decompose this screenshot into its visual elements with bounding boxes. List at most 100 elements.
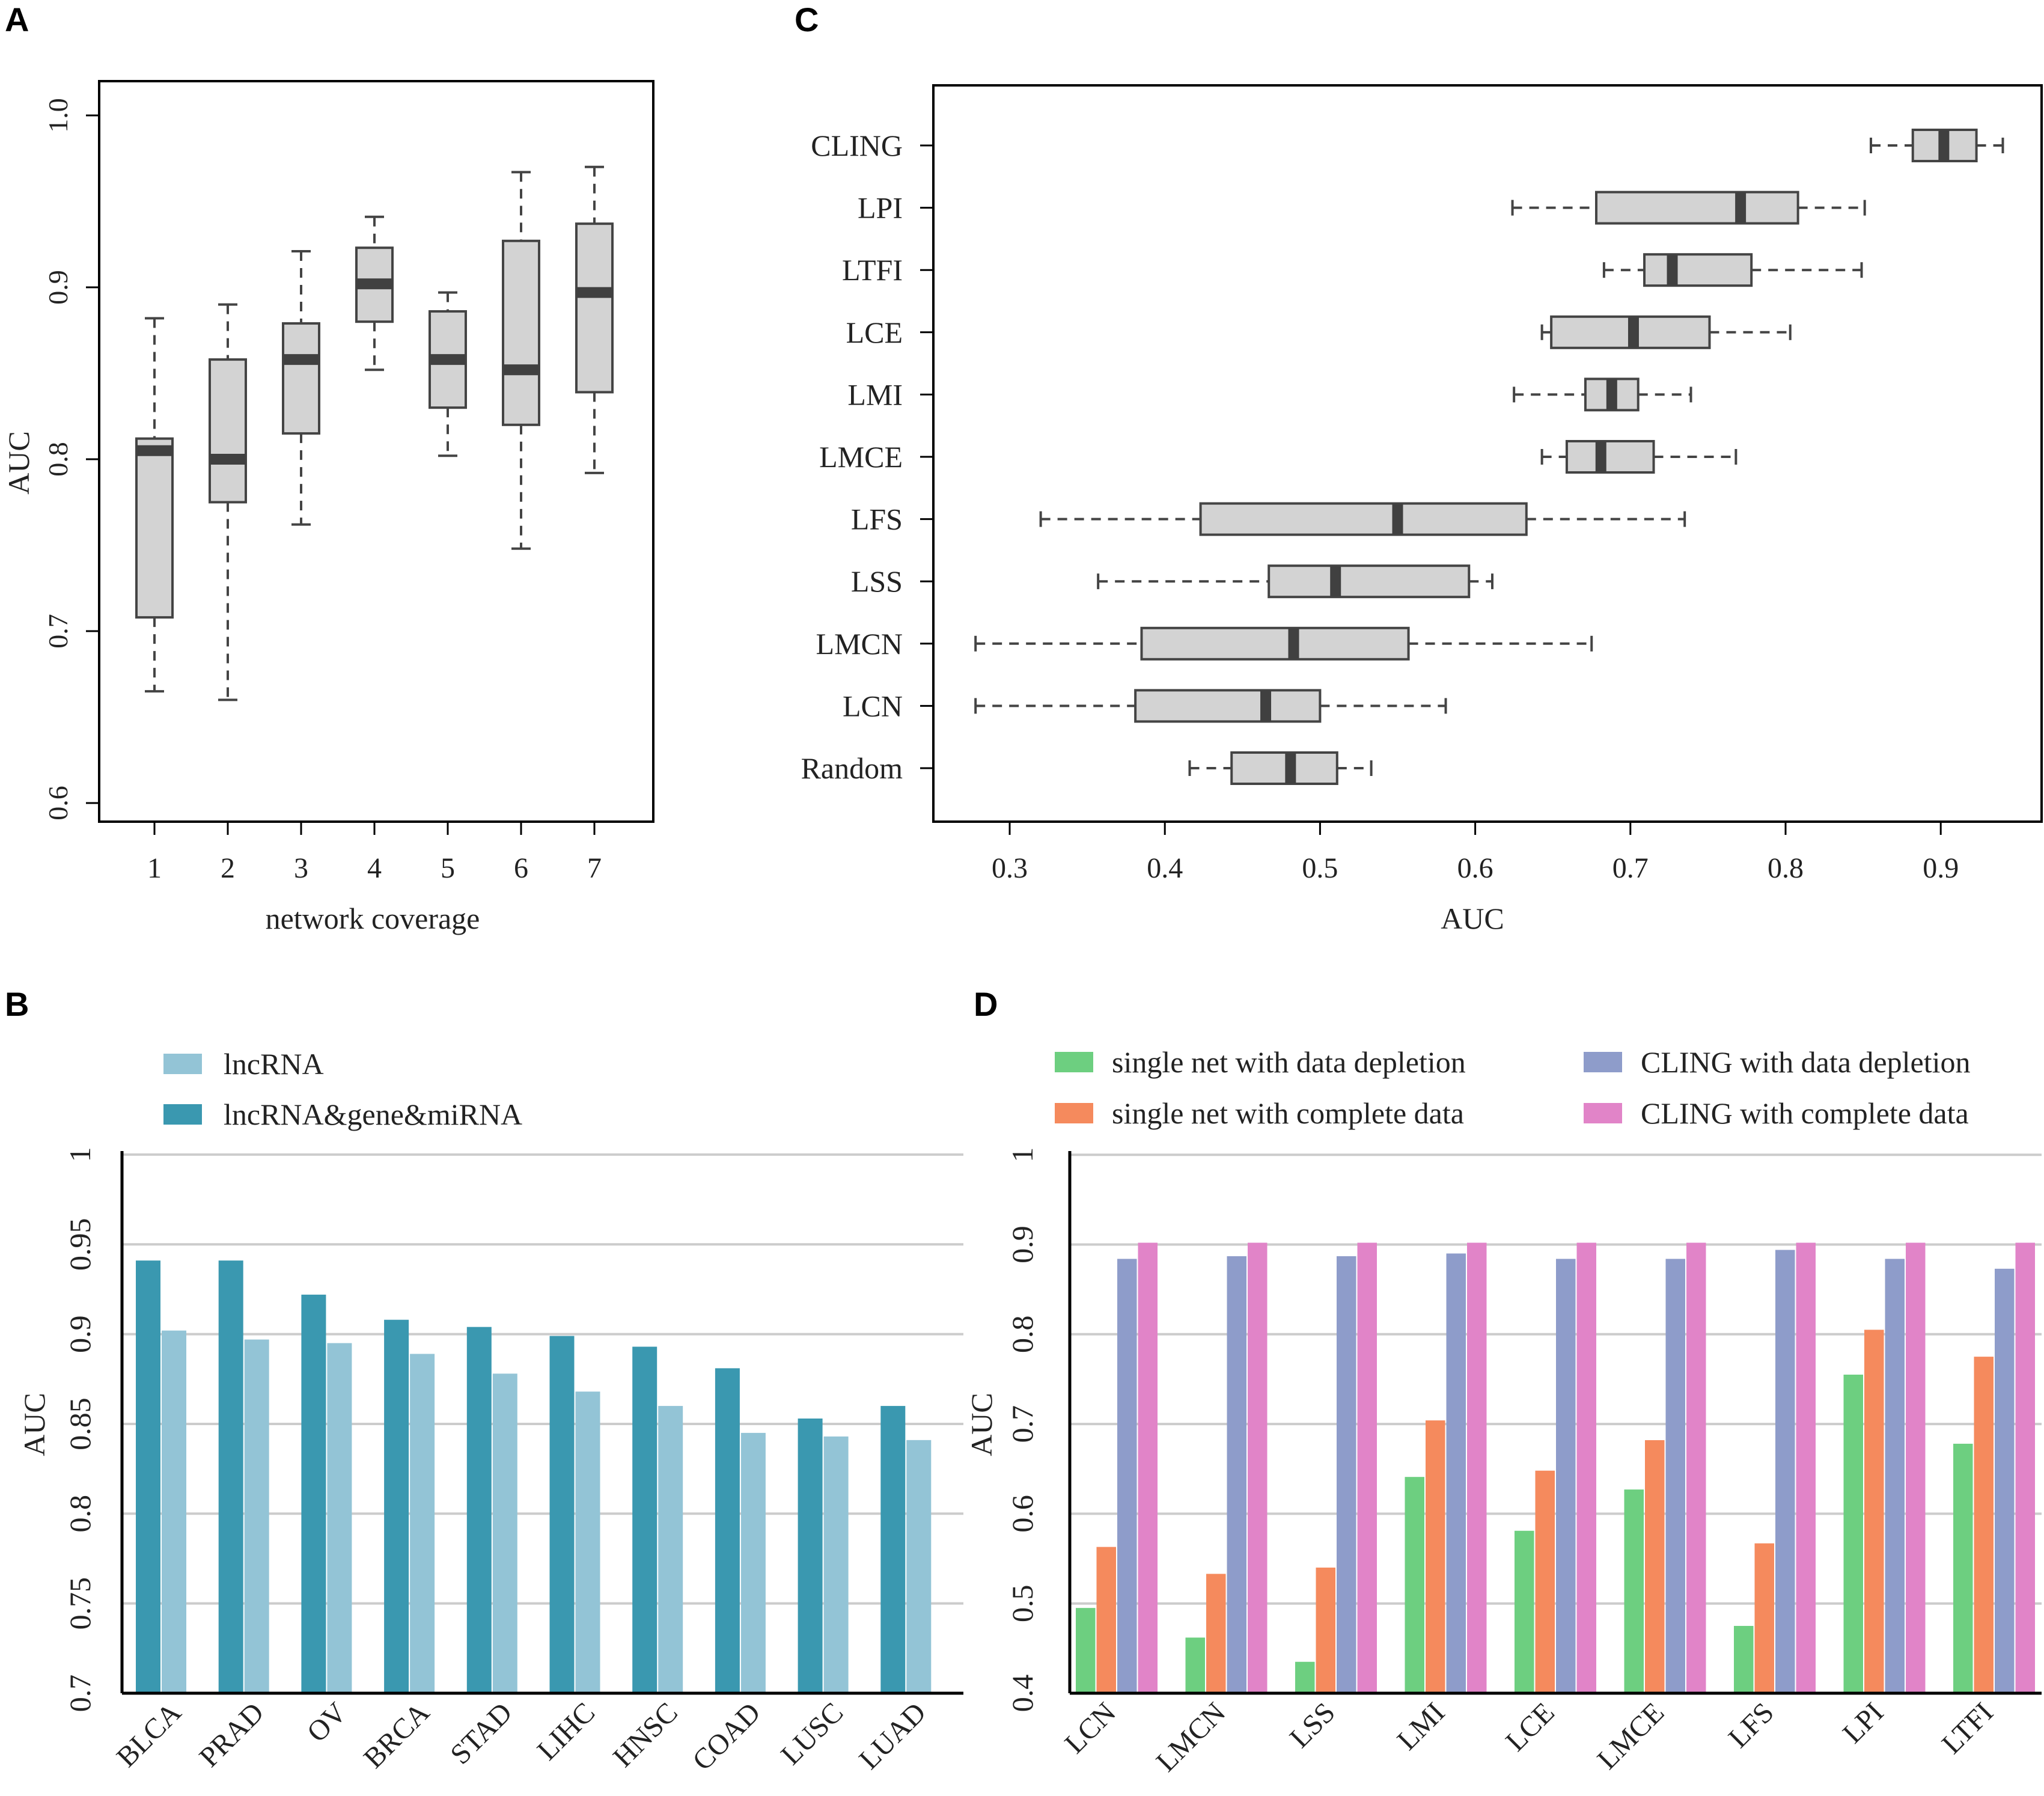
bar-cling-complete <box>1467 1242 1487 1693</box>
bar-lncRNA-gene-miRNA <box>632 1346 657 1693</box>
legend-swatch <box>163 1054 202 1074</box>
bar-single-complete <box>1535 1470 1555 1693</box>
bar-cling-depletion <box>1117 1259 1137 1693</box>
y-tick-label: 0.9 <box>43 270 73 305</box>
x-tick-label: 1 <box>147 852 162 884</box>
x-axis-label: AUC <box>1441 902 1504 935</box>
bar-lncRNA <box>658 1406 683 1693</box>
bar-lncRNA-gene-miRNA <box>301 1294 326 1693</box>
y-tick-label: 1 <box>1005 1147 1039 1162</box>
bar-cling-depletion <box>1775 1250 1795 1693</box>
bar-cling-complete <box>2015 1242 2035 1693</box>
box-iqr <box>209 358 247 504</box>
plot-frame <box>932 84 2043 823</box>
bar-cling-complete <box>1357 1242 1377 1693</box>
legend-label: single net with data depletion <box>1112 1045 1466 1079</box>
bar-cling-complete <box>1796 1242 1816 1693</box>
legend-label: CLING with data depletion <box>1641 1045 1971 1079</box>
bar-lncRNA <box>575 1391 600 1693</box>
x-tick-label: 2 <box>221 852 235 884</box>
bar-lncRNA <box>823 1436 849 1693</box>
y-tick-label: 0.6 <box>1005 1495 1039 1533</box>
chart-c: 0.3 0.4 0.5 0.6 0.7 0.8 0.9 CLING LPI LTFI LCE LMI L… <box>801 84 2043 935</box>
legend-label: lncRNA <box>224 1047 324 1081</box>
bar-lncRNA-gene-miRNA <box>880 1406 906 1693</box>
x-tick-label: LMCN <box>1150 1696 1232 1778</box>
bar-lncRNA-gene-miRNA <box>218 1260 243 1693</box>
y-tick-label: LMCN <box>816 627 903 661</box>
x-tick-label: 0.9 <box>1923 852 1959 884</box>
bar-cling-depletion <box>1665 1259 1685 1693</box>
legend-swatch <box>1055 1052 1093 1072</box>
legend-swatch <box>1055 1103 1093 1123</box>
panel-b: B 0.7 0.75 0.8 0.85 0.9 0.95 1 BLCA PRAD OV BRCA ST… <box>5 985 963 1777</box>
x-tick-label: 0.6 <box>1457 852 1493 884</box>
x-tick-label: LIHC <box>531 1696 602 1767</box>
bar-cling-complete <box>1576 1242 1596 1693</box>
y-tick-label: 0.8 <box>43 442 73 477</box>
chart-b: 0.7 0.75 0.8 0.85 0.9 0.95 1 BLCA PRAD OV BRCA STAD… <box>17 1047 963 1777</box>
x-tick-label: PRAD <box>193 1696 270 1773</box>
x-tick-label: 0.8 <box>1768 852 1804 884</box>
bar-lncRNA-gene-miRNA <box>715 1368 740 1693</box>
bar-single-depletion <box>1076 1608 1096 1693</box>
box-iqr <box>1268 564 1471 599</box>
x-tick-label: LTFI <box>1936 1696 2000 1760</box>
y-tick-label: 0.9 <box>63 1315 97 1353</box>
bar-lncRNA-gene-miRNA <box>384 1319 409 1693</box>
box-iqr <box>575 222 614 394</box>
y-tick-label: CLING <box>811 129 903 162</box>
bar-single-complete <box>1316 1567 1335 1693</box>
y-tick-label: 0.5 <box>1005 1584 1039 1622</box>
bar-lncRNA-gene-miRNA <box>549 1336 575 1693</box>
bar-lncRNA <box>327 1343 352 1693</box>
x-tick-label: BRCA <box>358 1696 436 1774</box>
x-tick-label: LCE <box>1499 1696 1561 1758</box>
x-tick-label: 0.7 <box>1612 852 1649 884</box>
bar-single-complete <box>1974 1357 1994 1693</box>
bar-lncRNA <box>906 1440 932 1693</box>
x-tick-label: 0.4 <box>1147 852 1183 884</box>
x-tick-label: 4 <box>367 852 382 884</box>
x-axis-label: network coverage <box>266 902 480 935</box>
x-tick-label: COAD <box>686 1696 767 1777</box>
box-iqr <box>1134 689 1322 723</box>
panel-letter-b: B <box>5 985 29 1023</box>
bar-single-depletion <box>1185 1637 1205 1693</box>
box-iqr <box>135 437 174 619</box>
bar-cling-depletion <box>1227 1256 1246 1693</box>
bar-cling-depletion <box>1446 1253 1466 1693</box>
bar-cling-depletion <box>1556 1259 1576 1693</box>
x-tick-label: 7 <box>587 852 602 884</box>
y-tick-label: LFS <box>851 502 903 536</box>
box-iqr <box>1230 751 1338 785</box>
bar-single-depletion <box>1734 1626 1754 1693</box>
bar-single-complete <box>1645 1440 1665 1693</box>
panel-letter-c: C <box>795 1 819 38</box>
y-tick-label: 0.7 <box>1005 1405 1039 1443</box>
bar-single-complete <box>1864 1330 1884 1693</box>
x-tick-label: 3 <box>294 852 308 884</box>
x-tick-label: OV <box>301 1696 353 1749</box>
y-tick-label: LPI <box>858 191 903 225</box>
y-axis-label: AUC <box>965 1393 998 1456</box>
bar-single-complete <box>1206 1574 1226 1693</box>
y-tick-label: LCN <box>843 689 903 722</box>
panel-letter-a: A <box>5 1 29 38</box>
bar-cling-complete <box>1906 1242 1926 1693</box>
bar-cling-depletion <box>1885 1259 1905 1693</box>
bar-single-depletion <box>1843 1374 1863 1693</box>
y-tick-label: 0.8 <box>63 1495 97 1533</box>
chart-a: 0.6 0.7 0.8 0.9 1.0 1 2 3 4 5 6 7 network coverage AU… <box>2 80 654 935</box>
y-tick-label: 0.9 <box>1005 1226 1039 1263</box>
y-axis-label: AUC <box>2 431 35 495</box>
y-tick-label: 1.0 <box>43 98 73 133</box>
y-tick-label: 0.6 <box>43 786 73 820</box>
y-tick-label: Random <box>801 751 903 785</box>
y-tick-label: 1 <box>63 1147 97 1162</box>
bar-cling-depletion <box>1995 1268 2015 1693</box>
bar-lncRNA <box>740 1432 766 1693</box>
x-tick-label: HNSC <box>607 1696 684 1773</box>
legend-label: CLING with complete data <box>1641 1096 1969 1130</box>
